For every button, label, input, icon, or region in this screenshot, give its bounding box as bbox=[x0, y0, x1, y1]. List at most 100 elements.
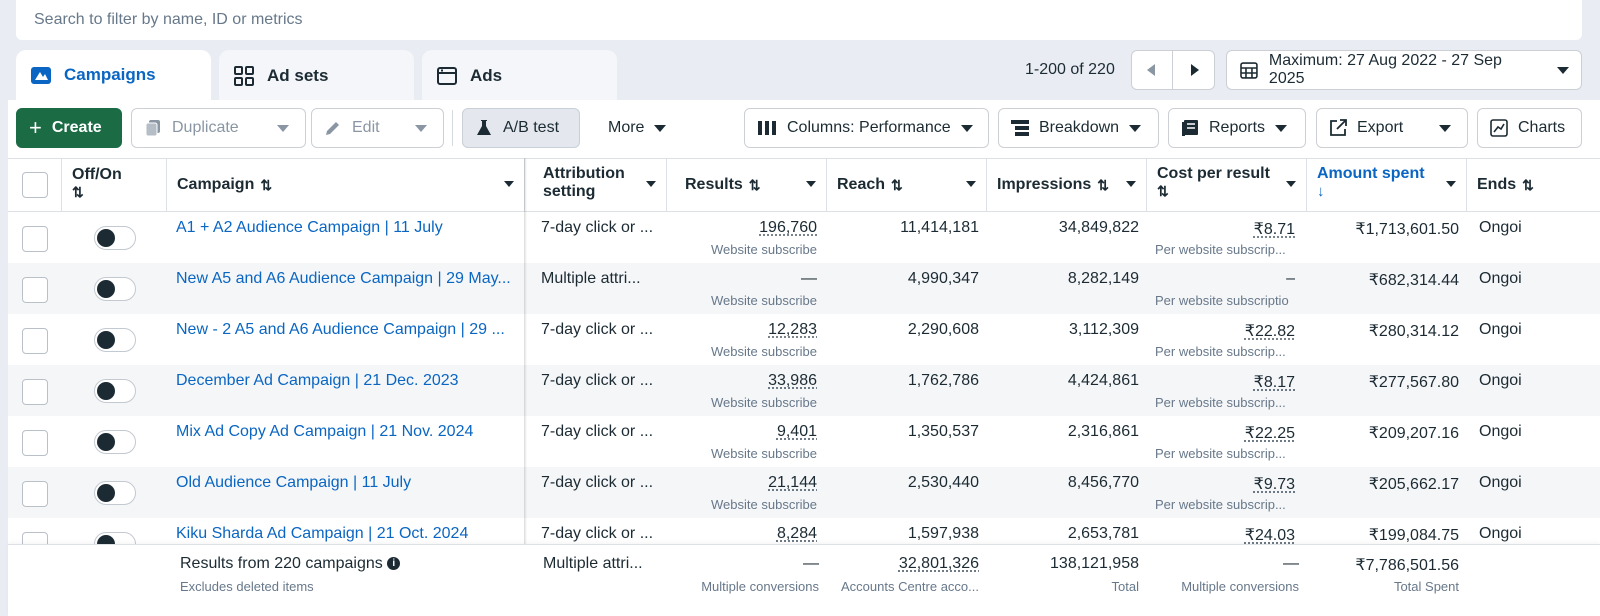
row-checkbox[interactable] bbox=[22, 481, 48, 507]
columns-button[interactable]: Columns: Performance bbox=[744, 108, 989, 148]
row-checkbox[interactable] bbox=[22, 226, 48, 252]
header-impressions[interactable]: Impressions ⇅ bbox=[987, 159, 1147, 211]
campaign-name-link[interactable]: New A5 and A6 Audience Campaign | 29 May… bbox=[176, 270, 511, 287]
export-dropdown-button[interactable] bbox=[1422, 108, 1468, 148]
results-value: 196,760 bbox=[759, 219, 817, 236]
edit-button[interactable]: Edit bbox=[311, 108, 399, 148]
results-sub: Website subscribe bbox=[711, 446, 817, 461]
tab-campaigns[interactable]: Campaigns bbox=[16, 50, 211, 100]
amount-spent-value: ₹277,567.80 bbox=[1368, 374, 1459, 391]
attribution-value: 7-day click or ... bbox=[541, 372, 654, 389]
results-value: 9,401 bbox=[776, 423, 817, 440]
reports-label: Reports bbox=[1209, 119, 1266, 136]
edit-label: Edit bbox=[352, 119, 380, 136]
row-checkbox[interactable] bbox=[22, 430, 48, 456]
header-ends[interactable]: Ends ⇅ bbox=[1467, 159, 1600, 211]
chevron-down-icon bbox=[276, 124, 289, 132]
export-label: Export bbox=[1357, 119, 1404, 136]
campaign-toggle[interactable] bbox=[94, 328, 136, 352]
amount-spent-value: ₹209,207.16 bbox=[1368, 425, 1459, 442]
ends-value: Ongoi bbox=[1479, 474, 1522, 491]
results-value: 8,284 bbox=[776, 525, 817, 542]
cpr-value: ₹22.25 bbox=[1244, 425, 1295, 442]
table-row[interactable]: New - 2 A5 and A6 Audience Campaign | 29… bbox=[8, 314, 1600, 365]
reach-value: 2,290,608 bbox=[907, 321, 979, 338]
summary-reach-sub: Accounts Centre acco... bbox=[840, 579, 979, 594]
charts-button[interactable]: Charts bbox=[1477, 108, 1582, 148]
amount-spent-value: ₹682,314.44 bbox=[1368, 272, 1459, 289]
header-campaign[interactable]: Campaign ⇅ bbox=[167, 159, 525, 211]
header-attribution-label-2: setting bbox=[543, 183, 596, 200]
campaign-toggle[interactable] bbox=[94, 226, 136, 250]
tab-ads[interactable]: Ads bbox=[422, 50, 617, 102]
campaign-toggle[interactable] bbox=[94, 277, 136, 301]
duplicate-dropdown-button[interactable] bbox=[260, 108, 306, 148]
chevron-down-icon bbox=[414, 124, 427, 132]
ends-value: Ongoi bbox=[1479, 423, 1522, 440]
header-results[interactable]: Results ⇅ bbox=[667, 159, 827, 211]
tab-ad-sets[interactable]: Ad sets bbox=[219, 50, 414, 102]
cpr-sub: Per website subscrip... bbox=[1155, 395, 1286, 410]
header-offon[interactable]: Off/On ⇅ bbox=[62, 159, 167, 211]
campaign-name-link[interactable]: New - 2 A5 and A6 Audience Campaign | 29… bbox=[176, 321, 505, 338]
campaign-toggle[interactable] bbox=[94, 430, 136, 454]
ab-test-button[interactable]: A/B test bbox=[462, 108, 580, 148]
row-checkbox[interactable] bbox=[22, 328, 48, 354]
select-all-checkbox[interactable] bbox=[22, 172, 48, 198]
amount-spent-value: ₹205,662.17 bbox=[1368, 476, 1459, 493]
header-reach[interactable]: Reach ⇅ bbox=[827, 159, 987, 211]
sort-icon: ⇅ bbox=[260, 176, 273, 193]
campaign-name-link[interactable]: Kiku Sharda Ad Campaign | 21 Oct. 2024 bbox=[176, 525, 469, 542]
header-results-label: Results bbox=[685, 176, 743, 193]
info-icon[interactable]: i bbox=[387, 557, 401, 571]
duplicate-button[interactable]: Duplicate bbox=[131, 108, 261, 148]
reports-button[interactable]: Reports bbox=[1168, 108, 1306, 148]
chevron-down-icon bbox=[960, 124, 973, 132]
row-checkbox[interactable] bbox=[22, 379, 48, 405]
duplicate-label: Duplicate bbox=[172, 119, 239, 136]
campaign-toggle[interactable] bbox=[94, 481, 136, 505]
date-range-picker[interactable]: Maximum: 27 Aug 2022 - 27 Sep 2025 bbox=[1226, 50, 1582, 90]
export-button[interactable]: Export bbox=[1316, 108, 1423, 148]
next-page-button[interactable] bbox=[1173, 50, 1215, 90]
reach-value: 1,350,537 bbox=[907, 423, 979, 440]
sort-icon: ⇅ bbox=[72, 184, 84, 200]
campaign-name-link[interactable]: A1 + A2 Audience Campaign | 11 July bbox=[176, 219, 443, 236]
row-checkbox[interactable] bbox=[22, 277, 48, 303]
campaign-name-link[interactable]: Old Audience Campaign | 11 July bbox=[176, 474, 412, 491]
table-row[interactable]: A1 + A2 Audience Campaign | 11 July 7-day… bbox=[8, 212, 1600, 263]
summary-reach-value: 32,801,326 bbox=[898, 555, 979, 572]
create-button[interactable]: + Create bbox=[16, 108, 122, 148]
reach-value: 4,990,347 bbox=[907, 270, 979, 287]
chevron-down-icon bbox=[654, 124, 667, 132]
grid-icon bbox=[233, 65, 255, 87]
search-input[interactable] bbox=[16, 0, 1582, 40]
reach-value: 1,762,786 bbox=[907, 372, 979, 389]
table-row[interactable]: Mix Ad Copy Ad Campaign | 21 Nov. 2024 7-… bbox=[8, 416, 1600, 467]
table-row[interactable]: New A5 and A6 Audience Campaign | 29 May… bbox=[8, 263, 1600, 314]
ad-frame-icon bbox=[436, 65, 458, 87]
more-button[interactable]: More bbox=[596, 108, 678, 148]
campaign-name-link[interactable]: Mix Ad Copy Ad Campaign | 21 Nov. 2024 bbox=[176, 423, 474, 440]
prev-page-button[interactable] bbox=[1131, 50, 1173, 90]
header-cost-per-result[interactable]: Cost per result ⇅ bbox=[1147, 159, 1307, 211]
attribution-value: 7-day click or ... bbox=[541, 321, 654, 338]
chevron-down-icon bbox=[806, 181, 816, 187]
table-row[interactable]: December Ad Campaign | 21 Dec. 2023 7-day… bbox=[8, 365, 1600, 416]
campaign-toggle[interactable] bbox=[94, 379, 136, 403]
chevron-down-icon bbox=[1286, 181, 1296, 187]
campaign-name-link[interactable]: December Ad Campaign | 21 Dec. 2023 bbox=[176, 372, 459, 389]
edit-dropdown-button[interactable] bbox=[398, 108, 444, 148]
chevron-down-icon bbox=[646, 181, 656, 187]
summary-amount-value: ₹7,786,501.56 bbox=[1355, 557, 1459, 574]
table-row[interactable]: Old Audience Campaign | 11 July 7-day cli… bbox=[8, 467, 1600, 518]
results-sub: Website subscribe bbox=[711, 293, 817, 308]
chevron-down-icon bbox=[1275, 124, 1288, 132]
columns-label: Columns: Performance bbox=[787, 119, 951, 136]
ends-value: Ongoi bbox=[1479, 321, 1522, 338]
breakdown-button[interactable]: Breakdown bbox=[998, 108, 1159, 148]
header-cpr-label: Cost per result bbox=[1157, 165, 1270, 182]
header-attribution[interactable]: Attribution setting bbox=[525, 159, 667, 211]
header-amount-spent[interactable]: Amount spent ↓ bbox=[1307, 159, 1467, 211]
campaigns-icon bbox=[30, 64, 52, 86]
